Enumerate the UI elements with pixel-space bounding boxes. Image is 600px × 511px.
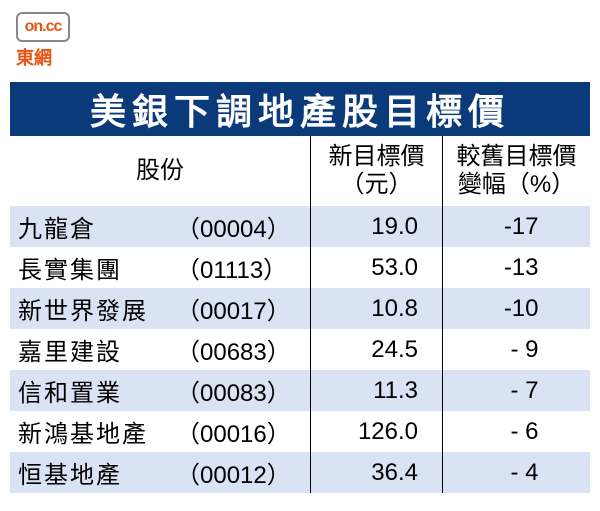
header-price-l1: 新目標價: [329, 143, 425, 171]
logo-label: 東網: [16, 44, 70, 70]
cell-stock-name: 新鴻基地產: [10, 411, 176, 452]
cell-change-pct: - 7: [442, 370, 590, 411]
cell-change-pct: -17: [442, 206, 590, 247]
table-row: 信和置業（00083）11.3- 7: [10, 370, 590, 411]
table-row: 新鴻基地產（00016）126.0- 6: [10, 411, 590, 452]
brand-logo: on.cc 東網: [16, 12, 70, 70]
table-row: 新世界發展（00017）10.8-10: [10, 288, 590, 329]
table-title: 美銀下調地產股目標價: [10, 82, 590, 136]
cell-stock-code: （00012）: [176, 452, 310, 493]
cell-stock-code: （00017）: [176, 288, 310, 329]
cell-stock-code: （01113）: [176, 247, 310, 288]
table-row: 恒基地產（00012）36.4- 4: [10, 452, 590, 493]
cell-stock-name: 恒基地產: [10, 452, 176, 493]
cell-stock-code: （00004）: [176, 206, 310, 247]
header-stock: 股份: [10, 136, 310, 206]
cell-stock-name: 信和置業: [10, 370, 176, 411]
cell-target-price: 19.0: [310, 206, 442, 247]
cell-change-pct: - 6: [442, 411, 590, 452]
table-row: 嘉里建設（00683）24.5- 9: [10, 329, 590, 370]
cell-target-price: 53.0: [310, 247, 442, 288]
cell-target-price: 36.4: [310, 452, 442, 493]
table-row: 長實集團（01113）53.0-13: [10, 247, 590, 288]
table-row: 九龍倉（00004）19.0-17: [10, 206, 590, 247]
cell-change-pct: -13: [442, 247, 590, 288]
header-change: 較舊目標價 變幅（%）: [442, 136, 590, 206]
cell-stock-name: 新世界發展: [10, 288, 176, 329]
header-change-l2: 變幅（%）: [458, 171, 575, 199]
cell-target-price: 11.3: [310, 370, 442, 411]
cell-stock-name: 九龍倉: [10, 206, 176, 247]
table-body: 九龍倉（00004）19.0-17長實集團（01113）53.0-13新世界發展…: [10, 206, 590, 493]
header-change-l1: 較舊目標價: [457, 143, 577, 171]
header-stock-label: 股份: [136, 157, 184, 185]
cell-change-pct: - 9: [442, 329, 590, 370]
cell-stock-code: （00683）: [176, 329, 310, 370]
cell-stock-name: 嘉里建設: [10, 329, 176, 370]
header-price-l2: （元）: [341, 171, 413, 199]
cell-target-price: 126.0: [310, 411, 442, 452]
cell-target-price: 10.8: [310, 288, 442, 329]
cell-change-pct: - 4: [442, 452, 590, 493]
table-header-row: 股份 新目標價 （元） 較舊目標價 變幅（%）: [10, 136, 590, 206]
cell-change-pct: -10: [442, 288, 590, 329]
price-target-table: 美銀下調地產股目標價 股份 新目標價 （元） 較舊目標價 變幅（%） 九龍倉（0…: [10, 82, 590, 493]
cell-stock-code: （00016）: [176, 411, 310, 452]
cell-target-price: 24.5: [310, 329, 442, 370]
cell-stock-name: 長實集團: [10, 247, 176, 288]
cell-stock-code: （00083）: [176, 370, 310, 411]
header-price: 新目標價 （元）: [310, 136, 442, 206]
logo-box: on.cc: [16, 12, 70, 42]
